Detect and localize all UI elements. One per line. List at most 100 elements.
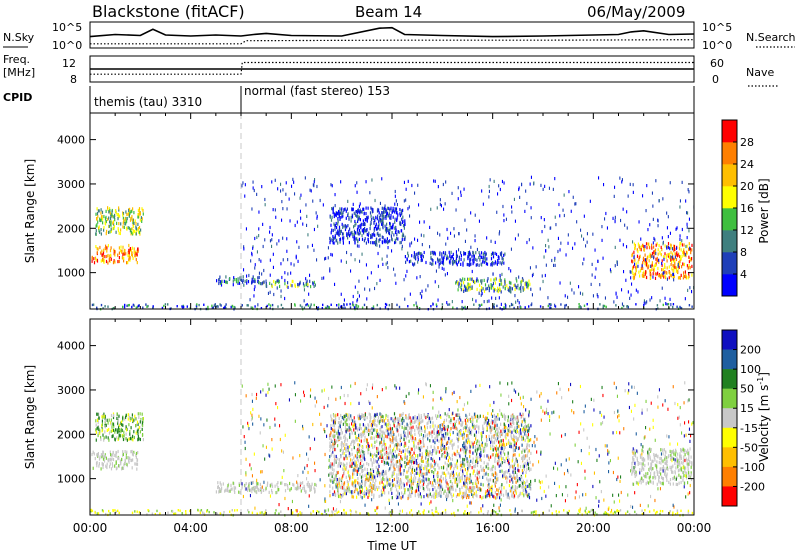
scatter-point bbox=[370, 227, 371, 230]
scatter-point bbox=[415, 490, 416, 493]
cpid-panel: CPID themis (tau) 3310 normal (fast ster… bbox=[3, 84, 694, 113]
scatter-point bbox=[403, 482, 404, 485]
scatter-point bbox=[346, 414, 347, 417]
scatter-point bbox=[554, 177, 555, 180]
beam-title: Beam 14 bbox=[355, 3, 422, 21]
scatter-point bbox=[479, 441, 480, 444]
scatter-point bbox=[670, 251, 671, 254]
scatter-point bbox=[355, 306, 356, 308]
scatter-point bbox=[512, 304, 513, 306]
frequency-left-unit: [MHz] bbox=[3, 66, 35, 79]
scatter-point bbox=[423, 443, 424, 446]
scatter-point bbox=[492, 441, 493, 444]
scatter-point bbox=[351, 253, 352, 256]
scatter-point bbox=[513, 284, 514, 287]
scatter-point bbox=[506, 218, 507, 221]
scatter-point bbox=[495, 454, 496, 457]
scatter-point bbox=[323, 203, 324, 206]
scatter-point bbox=[484, 261, 485, 264]
scatter-point bbox=[288, 286, 289, 289]
scatter-point bbox=[469, 413, 470, 416]
scatter-point bbox=[351, 216, 352, 219]
scatter-point bbox=[305, 176, 306, 179]
scatter-point bbox=[355, 454, 356, 457]
scatter-point bbox=[339, 479, 340, 482]
scatter-point bbox=[582, 293, 583, 296]
scatter-point bbox=[450, 260, 451, 263]
scatter-point bbox=[447, 454, 448, 457]
scatter-point bbox=[345, 427, 346, 430]
scatter-point bbox=[290, 219, 291, 222]
scatter-point bbox=[582, 262, 583, 265]
scatter-point bbox=[433, 471, 434, 474]
scatter-point bbox=[94, 261, 95, 264]
scatter-point bbox=[350, 465, 351, 468]
scatter-point bbox=[359, 229, 360, 232]
scatter-point bbox=[419, 419, 420, 422]
scatter-point bbox=[95, 457, 96, 460]
scatter-point bbox=[687, 223, 688, 226]
scatter-point bbox=[269, 282, 270, 285]
scatter-point bbox=[555, 223, 556, 226]
scatter-point bbox=[475, 234, 476, 237]
scatter-point bbox=[682, 243, 683, 246]
scatter-point bbox=[307, 283, 308, 286]
scatter-point bbox=[334, 445, 335, 448]
scatter-point bbox=[461, 306, 462, 308]
scatter-point bbox=[634, 263, 635, 266]
scatter-point bbox=[528, 305, 529, 307]
scatter-point bbox=[358, 280, 359, 283]
scatter-point bbox=[388, 207, 389, 210]
scatter-point bbox=[339, 207, 340, 210]
scatter-point bbox=[395, 207, 396, 210]
scatter-point bbox=[587, 232, 588, 235]
scatter-point bbox=[417, 261, 418, 264]
scatter-point bbox=[337, 212, 338, 215]
scatter-point bbox=[414, 251, 415, 254]
scatter-point bbox=[459, 488, 460, 491]
scatter-point bbox=[260, 282, 261, 285]
scatter-point bbox=[667, 259, 668, 262]
scatter-point bbox=[257, 303, 258, 306]
scatter-point bbox=[501, 290, 502, 293]
scatter-point bbox=[368, 207, 369, 210]
scatter-point bbox=[300, 304, 301, 306]
scatter-point bbox=[322, 304, 323, 306]
scatter-point bbox=[105, 217, 106, 220]
scatter-point bbox=[93, 451, 94, 454]
scatter-point bbox=[382, 207, 383, 210]
scatter-point bbox=[334, 283, 335, 286]
scatter-point bbox=[401, 434, 402, 437]
scatter-point bbox=[522, 444, 523, 447]
scatter-point bbox=[281, 289, 282, 292]
scatter-point bbox=[437, 258, 438, 261]
scatter-point bbox=[100, 212, 101, 215]
scatter-point bbox=[595, 249, 596, 252]
scatter-point bbox=[374, 453, 375, 456]
scatter-point bbox=[530, 487, 531, 490]
scatter-point bbox=[486, 443, 487, 446]
scatter-point bbox=[105, 222, 106, 225]
scatter-point bbox=[397, 237, 398, 240]
scatter-point bbox=[300, 197, 301, 200]
scatter-point bbox=[107, 306, 108, 308]
scatter-point bbox=[397, 490, 398, 493]
scatter-point bbox=[367, 430, 368, 433]
scatter-point bbox=[447, 272, 448, 275]
scatter-point bbox=[668, 246, 669, 249]
scatter-point bbox=[404, 238, 405, 241]
scatter-point bbox=[632, 254, 633, 257]
scatter-point bbox=[374, 417, 375, 420]
scatter-point bbox=[346, 261, 347, 264]
scatter-point bbox=[452, 482, 453, 485]
scatter-point bbox=[519, 454, 520, 457]
scatter-point bbox=[385, 228, 386, 231]
scatter-point bbox=[417, 454, 418, 457]
scatter-point bbox=[355, 286, 356, 289]
scatter-point bbox=[353, 208, 354, 211]
scatter-point bbox=[120, 430, 121, 433]
scatter-point bbox=[599, 303, 600, 305]
scatter-point bbox=[362, 450, 363, 453]
scatter-point bbox=[112, 227, 113, 230]
